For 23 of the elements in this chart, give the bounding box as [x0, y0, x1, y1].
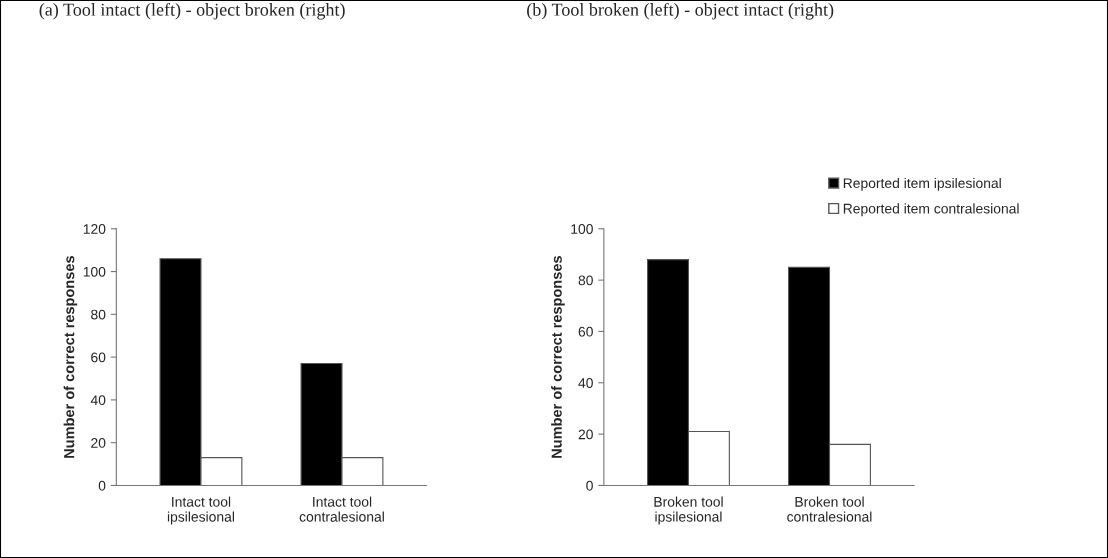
x-tick-label: Broken tool contralesional [787, 496, 872, 522]
y-tick-label: 80 [91, 309, 106, 320]
y-tick-label: 60 [578, 326, 593, 337]
x-tick-label: Intact tool contralesional [299, 496, 384, 522]
y-tick-label: 0 [586, 480, 593, 491]
chart-title: (a) Tool intact (left) - object broken (right) [39, 2, 345, 20]
y-tick-label: 100 [571, 224, 593, 234]
legend-label: Reported item ipsilesional [843, 177, 1001, 191]
chart-title: (b) Tool broken (left) - object intact (right) [527, 2, 834, 20]
y-tick-label: 20 [578, 429, 593, 440]
x-tick-label: Broken tool ipsilesional [654, 496, 723, 525]
y-tick-label: 60 [91, 352, 106, 363]
x-tick-label: Intact tool ipsilesional [167, 496, 234, 525]
y-tick-label: 40 [90, 395, 106, 406]
y-tick-label: 100 [83, 266, 106, 277]
y-tick-label: 0 [98, 480, 106, 491]
legend-label: Reported item contralesional [843, 203, 1019, 217]
y-axis-title: Number of correct responses [63, 256, 78, 458]
y-tick-label: 120 [83, 224, 106, 234]
y-tick-label: 40 [578, 378, 593, 388]
y-axis-title: Number of correct responses [551, 256, 565, 458]
y-tick-label: 20 [91, 438, 106, 448]
y-tick-label: 80 [578, 275, 593, 286]
